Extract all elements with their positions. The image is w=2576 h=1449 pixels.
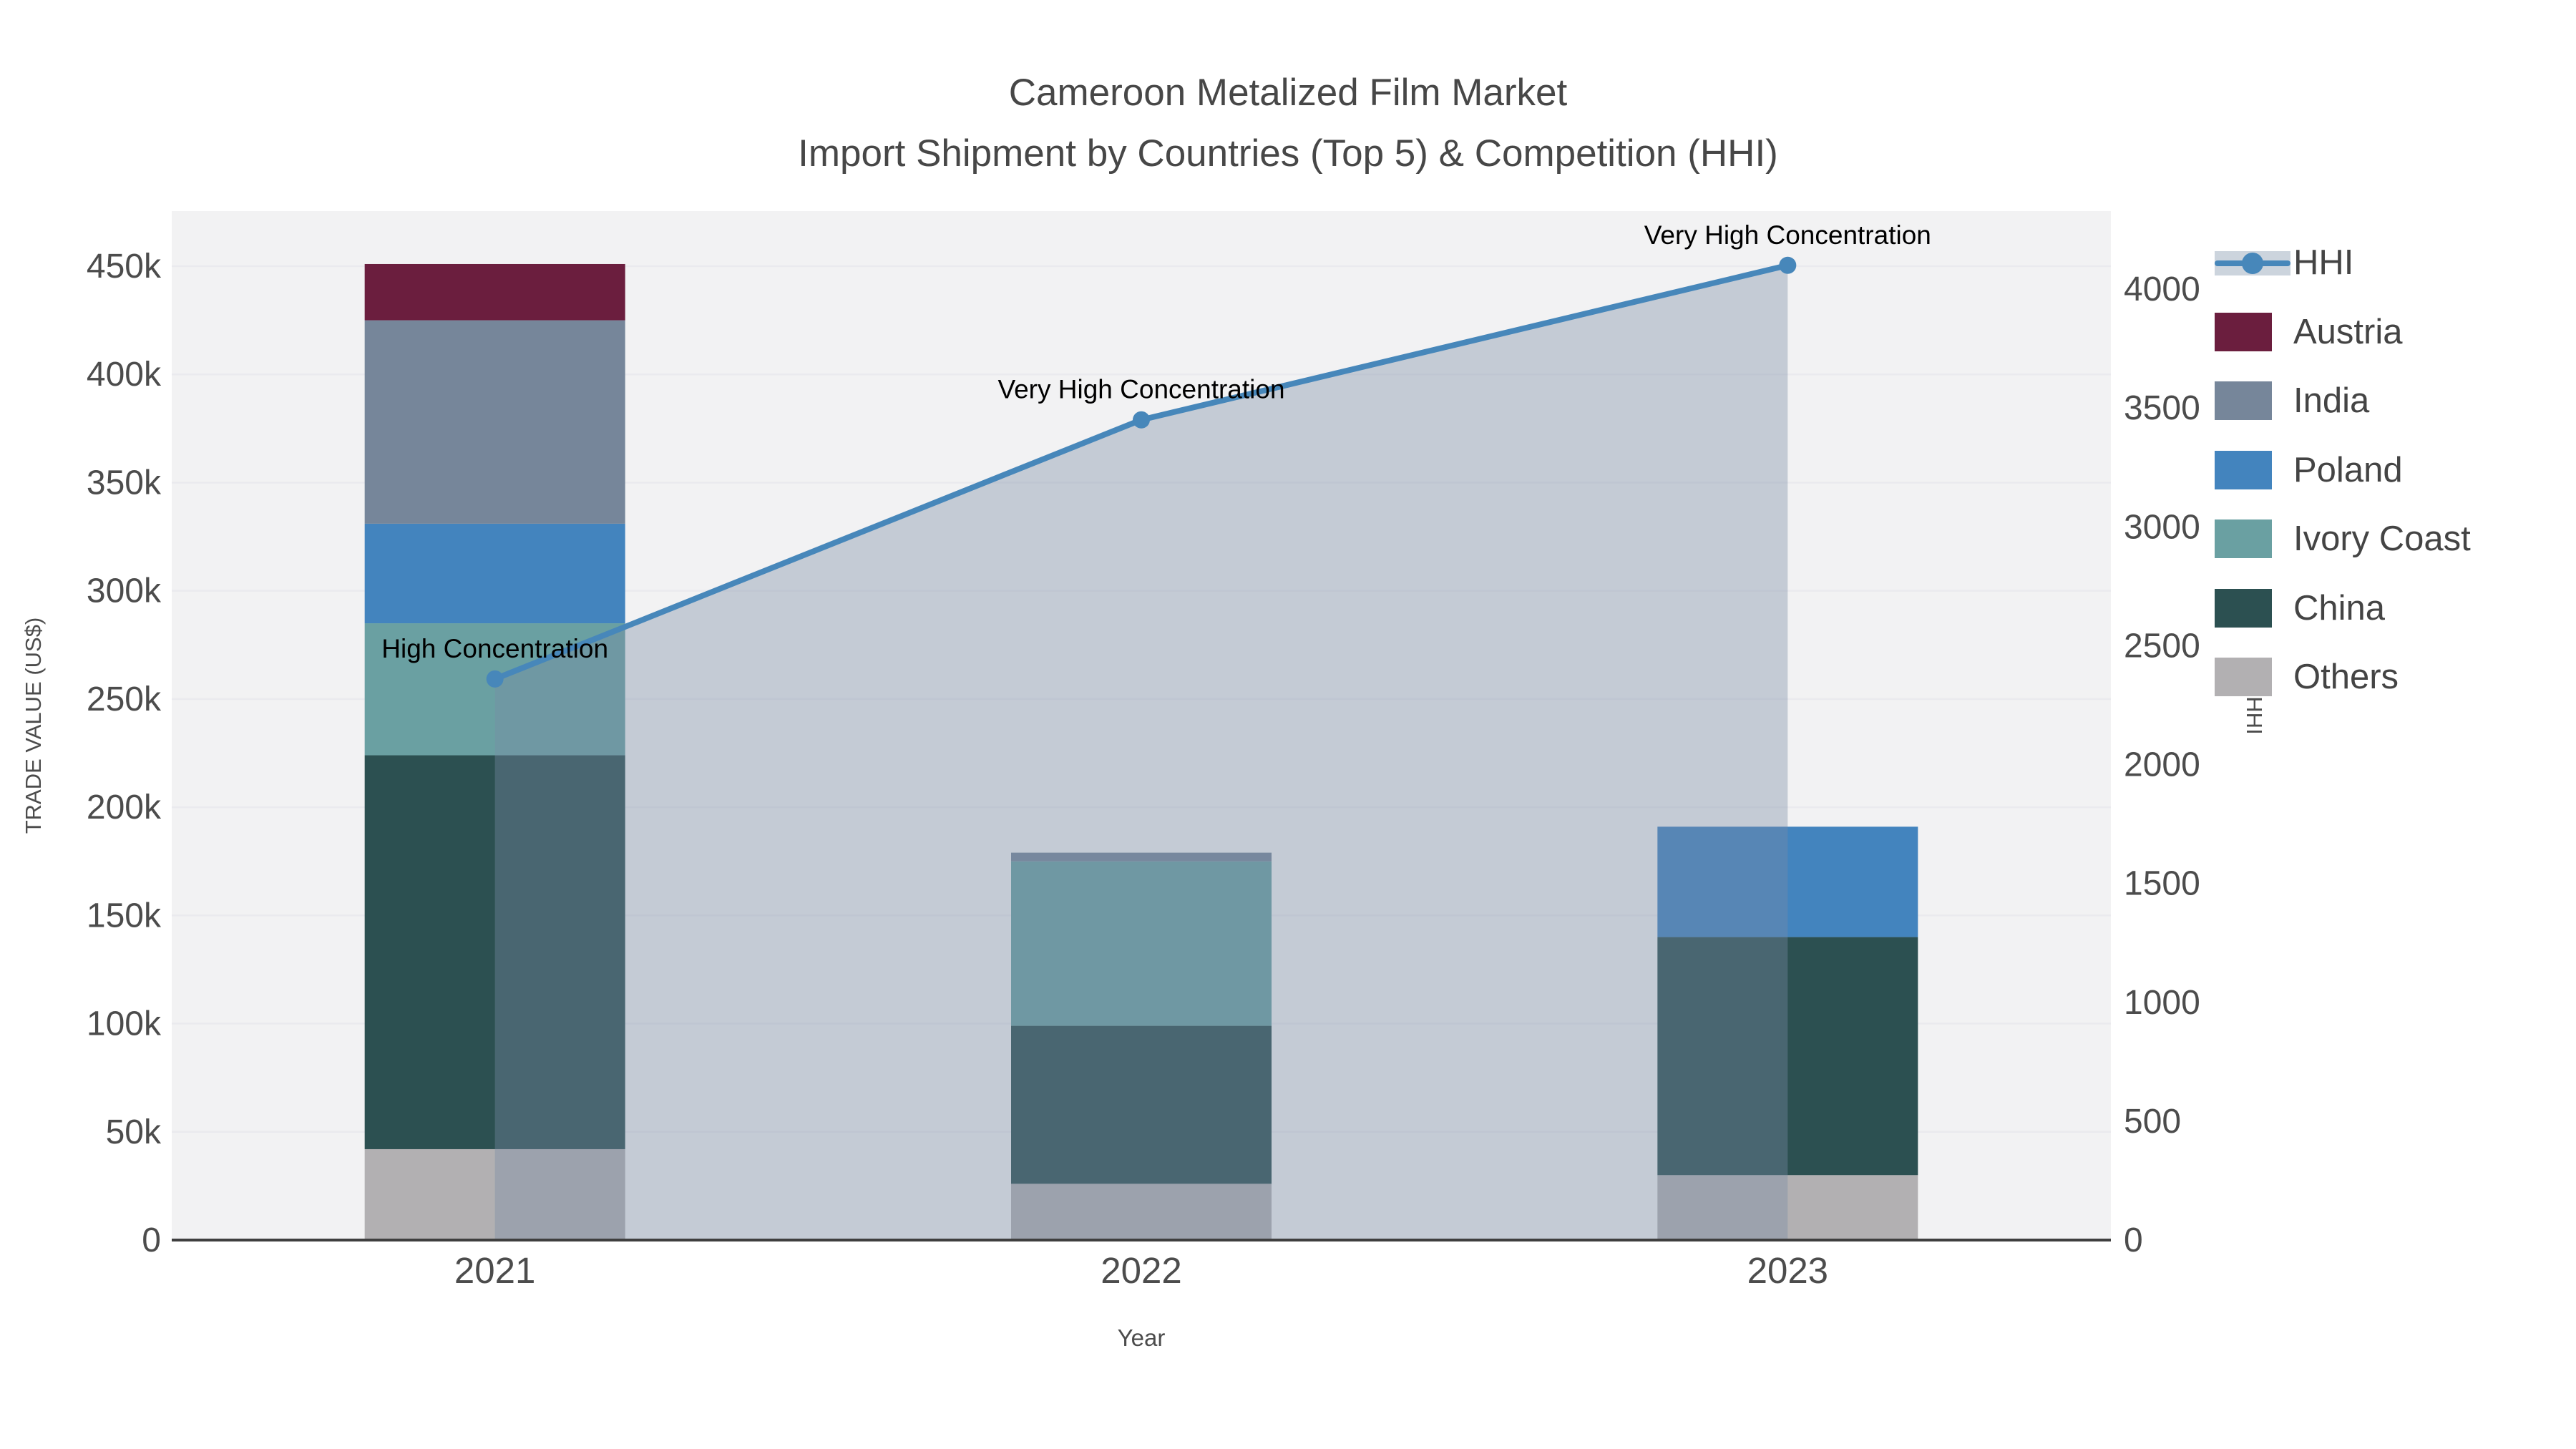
y-left-tick-labels: 0 50k 100k 150k 200k 250k 300k 350k 400k 450k <box>87 248 162 1259</box>
y-right-tick: 3000 <box>2124 508 2200 546</box>
y-left-tick: 0 <box>142 1221 161 1259</box>
hhi-marker-2023[interactable] <box>1779 256 1797 274</box>
hhi-marker-2022[interactable] <box>1133 411 1150 429</box>
y-right-tick: 4000 <box>2124 270 2200 308</box>
x-axis-title: Year <box>1118 1324 1166 1351</box>
legend-label: Poland <box>2293 450 2403 489</box>
y-left-tick: 150k <box>87 897 162 935</box>
legend-label: HHI <box>2293 243 2354 283</box>
y-right-tick: 1000 <box>2124 984 2200 1022</box>
x-tick-labels: 2021 2022 2023 <box>454 1250 1828 1291</box>
y-right-tick: 2000 <box>2124 746 2200 784</box>
legend-item-poland[interactable]: Poland <box>2215 436 2471 505</box>
stacked-bars <box>364 263 1918 1240</box>
annotation-2021: High Concentration <box>381 634 608 663</box>
legend-item-ivory-coast[interactable]: Ivory Coast <box>2215 504 2471 574</box>
bar-segment-china-2023[interactable] <box>1657 937 1918 1176</box>
bar-segment-china-2022[interactable] <box>1011 1025 1272 1184</box>
y-left-tick: 100k <box>87 1005 162 1043</box>
y-right-tick-labels: 0 500 1000 1500 2000 2500 3000 3500 4000 <box>2124 270 2200 1259</box>
legend-label: China <box>2293 588 2386 628</box>
y-right-tick: 0 <box>2124 1221 2143 1259</box>
annotation-2023: Very High Concentration <box>1644 220 1931 250</box>
hhi-area-fill <box>494 265 1788 1240</box>
legend-swatch-others <box>2215 658 2272 697</box>
bar-segment-india-2022[interactable] <box>1011 852 1272 862</box>
legend-label: Austria <box>2293 312 2403 351</box>
y-right-tick: 1500 <box>2124 865 2200 903</box>
annotations: High Concentration Very High Concentratio… <box>381 220 1931 663</box>
x-tick-2021: 2021 <box>454 1250 535 1291</box>
legend-item-others[interactable]: Others <box>2215 643 2471 712</box>
y-left-tick: 50k <box>106 1113 162 1151</box>
hhi-legend-symbol <box>2215 243 2290 282</box>
bar-segment-poland-2023[interactable] <box>1657 826 1918 937</box>
legend-swatch-austria <box>2215 312 2272 351</box>
y-right-tick: 3500 <box>2124 389 2200 427</box>
annotation-2022: Very High Concentration <box>997 375 1284 404</box>
y-right-tick: 2500 <box>2124 627 2200 665</box>
legend-swatch-india <box>2215 381 2272 421</box>
bar-segment-india-2021[interactable] <box>364 320 625 524</box>
bar-segment-austria-2021[interactable] <box>364 263 625 321</box>
bar-segment-china-2021[interactable] <box>364 755 625 1149</box>
legend-item-hhi[interactable]: HHI <box>2215 228 2471 298</box>
y-right-tick: 500 <box>2124 1103 2181 1141</box>
legend-label: Ivory Coast <box>2293 519 2471 559</box>
bar-segment-others-2023[interactable] <box>1657 1175 1918 1240</box>
legend-label: India <box>2293 381 2370 421</box>
legend-swatch-poland <box>2215 450 2272 489</box>
hhi-marker-2021[interactable] <box>486 670 504 688</box>
x-tick-2022: 2022 <box>1101 1250 1181 1291</box>
bar-segment-poland-2021[interactable] <box>364 523 625 624</box>
y-left-tick: 200k <box>87 789 162 826</box>
legend-item-india[interactable]: India <box>2215 366 2471 436</box>
bar-segment-ivory-coast-2022[interactable] <box>1011 861 1272 1026</box>
x-tick-2023: 2023 <box>1747 1250 1828 1291</box>
chart-title-line1: Cameroon Metalized Film Market <box>1009 72 1568 114</box>
legend-swatch-china <box>2215 588 2272 628</box>
y-left-tick: 450k <box>87 248 162 286</box>
legend: HHI Austria India Poland Ivory Coast China Oth… <box>2215 228 2471 712</box>
bar-segment-others-2021[interactable] <box>364 1148 625 1240</box>
legend-label: Others <box>2293 658 2399 697</box>
y-left-tick: 350k <box>87 464 162 502</box>
y-left-tick: 400k <box>87 356 162 394</box>
chart-title-line2: Import Shipment by Countries (Top 5) & C… <box>798 132 1778 175</box>
y-left-axis-title: TRADE VALUE (US$) <box>21 618 46 834</box>
y-right-axis-title: HHI <box>2242 696 2267 734</box>
hhi-markers <box>486 256 1797 688</box>
legend-swatch-ivory-coast <box>2215 519 2272 559</box>
y-left-tick: 300k <box>87 572 162 610</box>
legend-item-austria[interactable]: Austria <box>2215 298 2471 367</box>
legend-item-china[interactable]: China <box>2215 574 2471 643</box>
bar-segment-others-2022[interactable] <box>1011 1184 1272 1240</box>
y-left-tick: 250k <box>87 680 162 718</box>
